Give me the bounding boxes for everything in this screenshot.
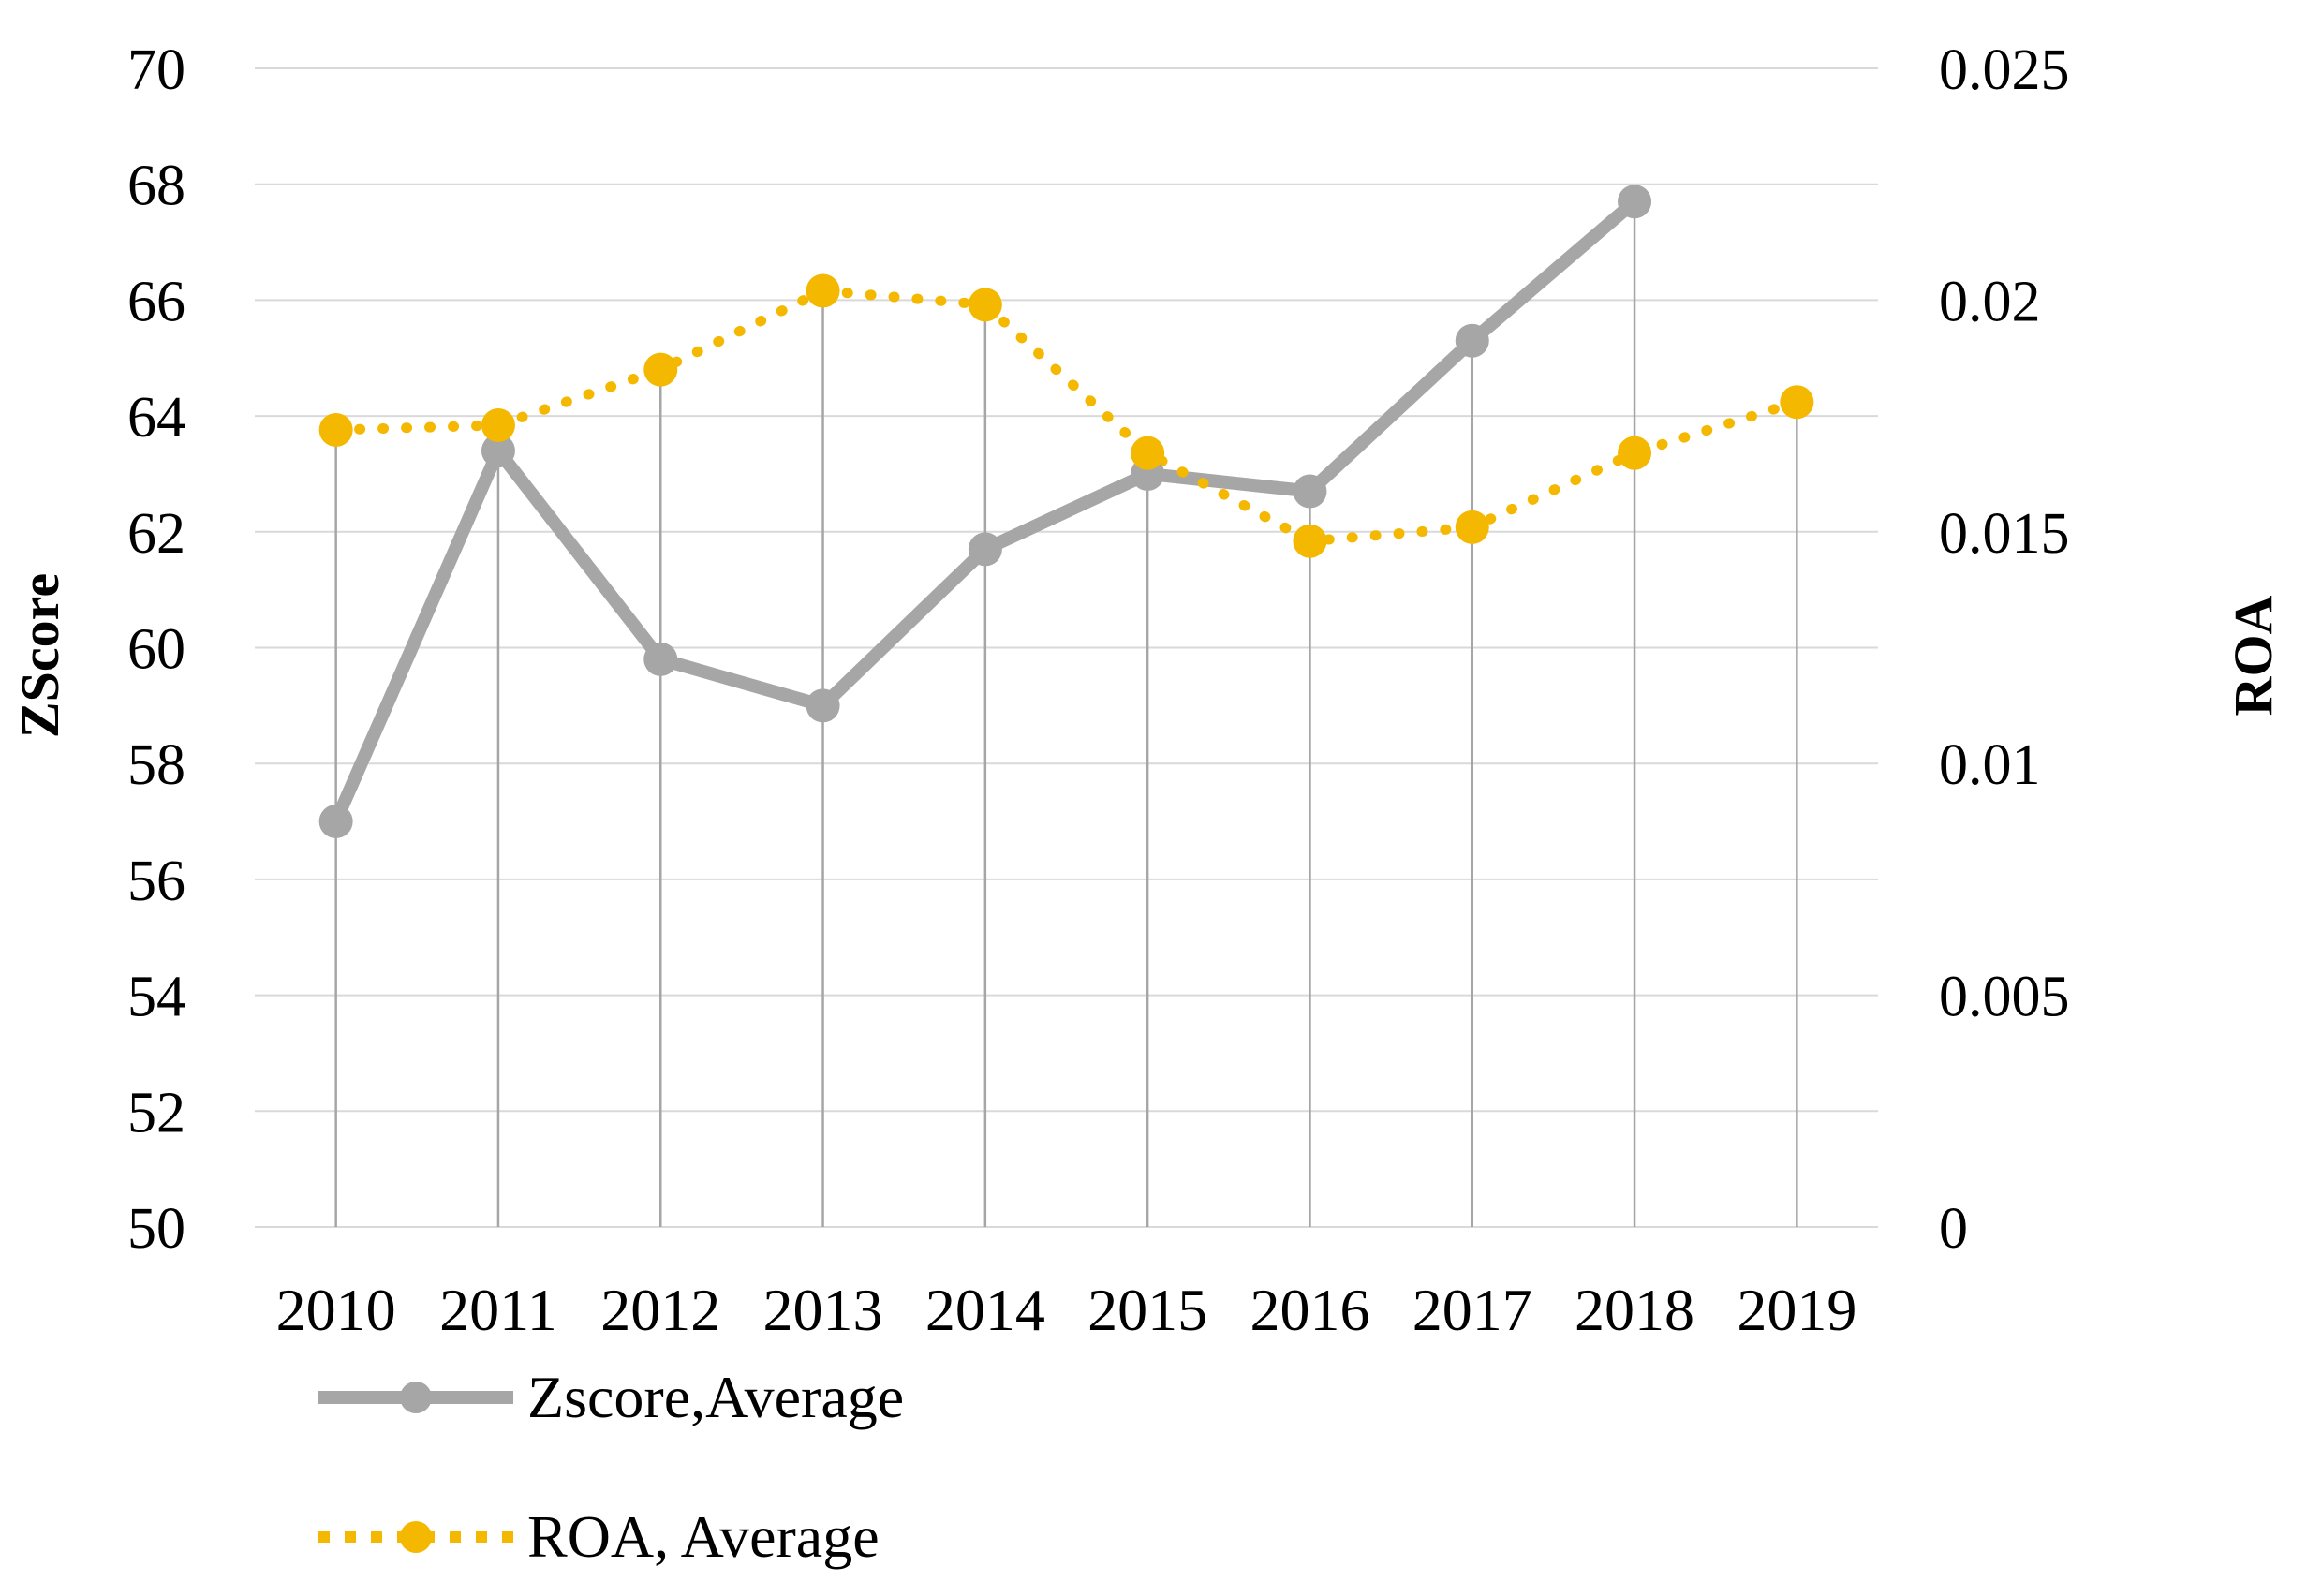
- series-0-point-2012: [643, 642, 678, 676]
- left-tick-label-58: 58: [127, 733, 185, 797]
- x-axis-ticks: 2010 2011 2012 2013 2014 2015 2016 2017 2018 2019: [276, 1277, 1857, 1343]
- left-tick-label-56: 56: [127, 850, 185, 913]
- x-tick-label-2016: 2016: [1250, 1277, 1369, 1343]
- series-markers: [318, 185, 1814, 839]
- left-tick-label-52: 52: [127, 1081, 185, 1145]
- right-tick-label-4: 0.02: [1939, 270, 2041, 333]
- legend-roa-marker: [400, 1521, 432, 1553]
- x-tick-label-2013: 2013: [763, 1277, 883, 1343]
- right-tick-label-2: 0.01: [1939, 733, 2041, 797]
- right-tick-label-1: 0.005: [1939, 966, 2070, 1029]
- series-lines: [329, 195, 1802, 828]
- left-tick-label-68: 68: [127, 155, 185, 218]
- series-0-point-2011: [481, 434, 515, 468]
- series-1-point-2010: [318, 412, 353, 447]
- legend-item-zscore: Zscore,Average: [318, 1364, 904, 1430]
- legend-item-roa: ROA, Average: [318, 1503, 880, 1570]
- series-0-point-2018: [1618, 185, 1652, 219]
- right-tick-label-3: 0.015: [1939, 502, 2070, 566]
- series-1-point-2017: [1455, 510, 1489, 544]
- left-tick-label-60: 60: [127, 618, 185, 682]
- series-0-point-2013: [806, 688, 840, 723]
- x-tick-label-2012: 2012: [600, 1277, 720, 1343]
- series-0-point-2016: [1293, 474, 1327, 509]
- left-tick-label-62: 62: [127, 502, 185, 566]
- drop-lines: [334, 201, 1798, 1227]
- series-1-point-2013: [806, 273, 840, 308]
- x-tick-label-2017: 2017: [1412, 1277, 1532, 1343]
- legend-roa-label: ROA, Average: [527, 1503, 880, 1570]
- series-1-point-2014: [968, 288, 1002, 322]
- left-tick-label-64: 64: [127, 386, 185, 450]
- left-tick-label-54: 54: [127, 966, 185, 1029]
- left-axis-title: ZScore: [9, 573, 70, 738]
- right-axis-ticks: 0 0.005 0.01 0.015 0.02 0.025: [1939, 38, 2070, 1261]
- series-0-point-2010: [318, 805, 353, 839]
- series-1-point-2018: [1618, 436, 1652, 470]
- legend-zscore-marker: [400, 1382, 432, 1413]
- series-1-point-2011: [481, 407, 515, 442]
- series-1-point-2012: [643, 352, 678, 387]
- x-tick-label-2011: 2011: [439, 1277, 557, 1343]
- legend-zscore-label: Zscore,Average: [527, 1364, 904, 1430]
- series-0-point-2017: [1455, 323, 1489, 358]
- x-tick-label-2014: 2014: [925, 1277, 1045, 1343]
- legend: Zscore,Average ROA, Average: [318, 1364, 904, 1570]
- series-0-point-2014: [968, 532, 1002, 567]
- series-1-point-2016: [1293, 524, 1327, 558]
- gridlines: [255, 67, 1878, 1228]
- left-tick-label-66: 66: [127, 270, 185, 333]
- x-tick-label-2015: 2015: [1087, 1277, 1207, 1343]
- x-tick-label-2019: 2019: [1737, 1277, 1856, 1343]
- right-tick-label-5: 0.025: [1939, 38, 2070, 102]
- x-tick-label-2018: 2018: [1575, 1277, 1694, 1343]
- series-1-point-2019: [1780, 385, 1814, 420]
- left-axis-ticks: 50 52 54 56 58 60 62 64 66 68 70: [127, 38, 185, 1261]
- x-tick-label-2010: 2010: [276, 1277, 396, 1343]
- right-tick-label-0: 0: [1939, 1197, 1968, 1261]
- left-tick-label-70: 70: [127, 38, 185, 102]
- series-line-1: [331, 286, 1802, 547]
- right-axis-title: ROA: [2223, 595, 2284, 716]
- left-tick-label-50: 50: [127, 1197, 185, 1261]
- series-1-point-2015: [1131, 436, 1165, 470]
